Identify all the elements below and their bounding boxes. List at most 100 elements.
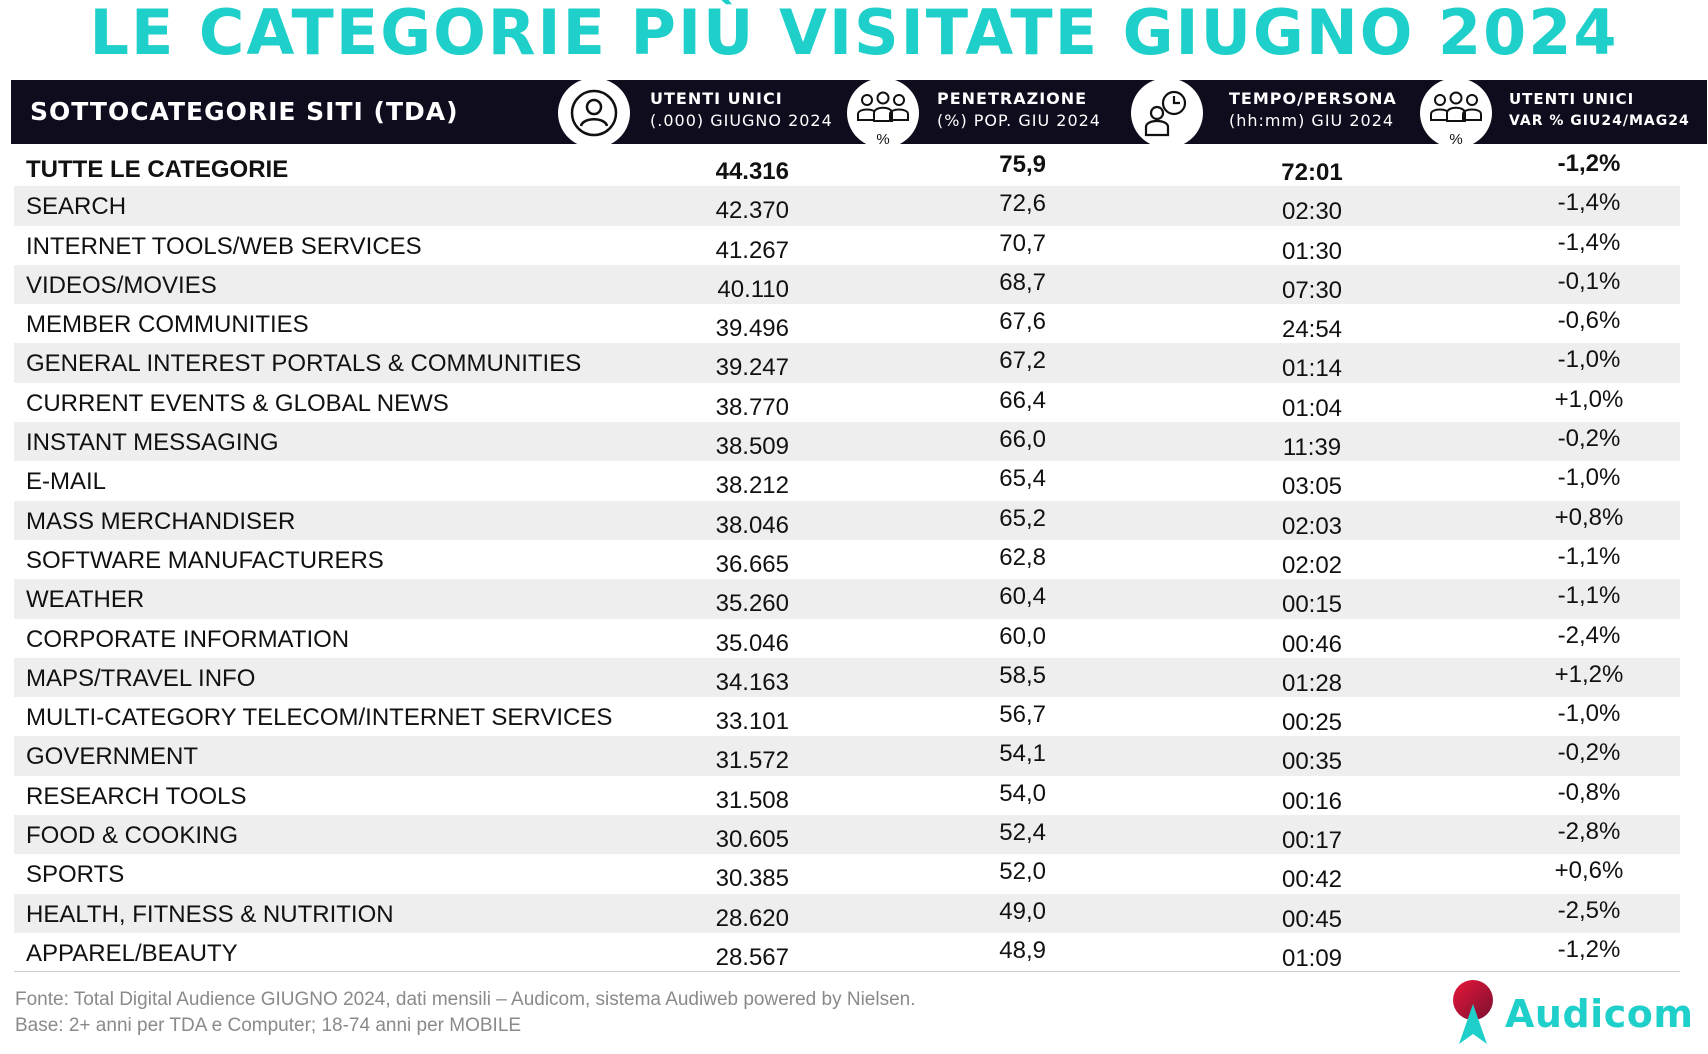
penetration-cell: 54,0 — [999, 779, 1046, 807]
penetration-cell: 58,5 — [999, 661, 1046, 689]
unique-users-cell: 38.770 — [715, 393, 789, 421]
penetration-cell: 68,7 — [999, 268, 1046, 296]
percent-label: % — [1449, 131, 1463, 148]
time-per-person-cell: 01:04 — [1281, 394, 1343, 422]
users-variation-cell: -1,2% — [1557, 935, 1621, 963]
table-row: INSTANT MESSAGING 38.509 66,0 11:39 -0,2% — [14, 422, 1680, 462]
table-row: RESEARCH TOOLS 31.508 54,0 00:16 -0,8% — [14, 776, 1680, 815]
user-icon — [558, 78, 630, 148]
unique-users-cell: 28.620 — [715, 904, 789, 932]
penetration-cell: 60,4 — [999, 583, 1046, 611]
time-per-person-cell: 02:03 — [1281, 512, 1343, 540]
category-name-cell: CURRENT EVENTS & GLOBAL NEWS — [26, 389, 449, 417]
time-per-person-cell: 72:01 — [1281, 159, 1343, 186]
table-row: GENERAL INTEREST PORTALS & COMMUNITIES 39… — [14, 343, 1680, 383]
unique-users-cell: 39.496 — [715, 315, 789, 343]
table-row: WEATHER 35.260 60,4 00:15 -1,1% — [14, 579, 1680, 619]
category-name-cell: INSTANT MESSAGING — [26, 429, 279, 457]
unique-users-cell: 36.665 — [715, 550, 789, 578]
time-per-person-cell: 11:39 — [1282, 434, 1342, 462]
unique-users-cell: 35.046 — [715, 629, 789, 657]
group-percent-icon: % — [1420, 78, 1492, 148]
table-row: CORPORATE INFORMATION 35.046 60,0 00:46 -2,4… — [14, 619, 1680, 658]
users-variation-cell: -0,2% — [1557, 425, 1621, 453]
table-row: SEARCH 42.370 72,6 02:30 -1,4% — [14, 186, 1680, 226]
logo-text: Audicom — [1505, 992, 1694, 1036]
unique-users-cell: 41.267 — [715, 236, 789, 264]
category-name-cell: FOOD & COOKING — [26, 822, 239, 850]
users-variation-cell: -0,2% — [1557, 739, 1621, 767]
table-row: VIDEOS/MOVIES 40.110 68,7 07:30 -0,1% — [14, 264, 1680, 305]
page-title: LE CATEGORIE PIÙ VISITATE GIUGNO 2024 — [89, 0, 1619, 69]
penetration-cell: 49,0 — [999, 897, 1046, 925]
table-row: GOVERNMENT 31.572 54,1 00:35 -0,2% — [14, 736, 1680, 776]
time-per-person-cell: 00:25 — [1281, 709, 1343, 737]
penetration-cell: 66,0 — [999, 426, 1046, 454]
unique-users-cell: 38.509 — [715, 433, 789, 461]
users-variation-cell: +0,6% — [1554, 857, 1624, 885]
penetration-cell: 60,0 — [999, 622, 1046, 650]
table-row: INTERNET TOOLS/WEB SERVICES 41.267 70,7 01:… — [14, 226, 1680, 265]
unique-users-cell: 39.247 — [715, 354, 789, 382]
users-variation-cell: -0,6% — [1557, 307, 1621, 335]
unique-users-cell: 44.316 — [715, 158, 789, 185]
time-per-person-cell: 02:30 — [1281, 198, 1343, 226]
penetration-cell: 72,6 — [999, 190, 1046, 218]
users-variation-cell: -1,2% — [1557, 150, 1621, 177]
penetration-cell: 70,7 — [999, 229, 1046, 257]
penetration-header-line1: PENETRAZIONE — [937, 89, 1088, 108]
category-name-cell: SPORTS — [26, 861, 125, 889]
users-variation-cell: -2,8% — [1557, 818, 1621, 846]
time-per-person-cell: 00:35 — [1281, 748, 1343, 776]
users-variation-cell: -1,1% — [1557, 582, 1621, 610]
table-row: E-MAIL 38.212 65,4 03:05 -1,0% — [14, 461, 1680, 500]
penetration-cell: 56,7 — [999, 701, 1046, 729]
penetration-cell: 66,4 — [999, 386, 1046, 414]
percent-label: % — [876, 131, 890, 148]
unique-users-cell: 31.508 — [715, 786, 789, 814]
unique-users-cell: 28.567 — [715, 943, 789, 971]
users-variation-cell: -1,4% — [1557, 228, 1621, 256]
users-variation-cell: -0,8% — [1557, 778, 1621, 806]
users-variation-cell: -1,0% — [1557, 700, 1621, 728]
source-note: Fonte: Total Digital Audience GIUGNO 202… — [15, 987, 916, 1039]
category-name-cell: APPAREL/BEAUTY — [26, 939, 238, 967]
category-name-cell: MEMBER COMMUNITIES — [26, 311, 309, 339]
unique-users-cell: 30.605 — [715, 826, 789, 854]
category-name-cell: SOFTWARE MANUFACTURERS — [26, 546, 384, 574]
penetration-cell: 62,8 — [999, 543, 1046, 571]
penetration-cell: 75,9 — [999, 151, 1046, 178]
users-variation-cell: -1,0% — [1557, 346, 1621, 374]
table-row: CURRENT EVENTS & GLOBAL NEWS 38.770 66,4 01… — [14, 383, 1680, 422]
category-name-cell: CORPORATE INFORMATION — [26, 625, 350, 653]
category-name-cell: INTERNET TOOLS/WEB SERVICES — [26, 232, 422, 260]
unique-users-cell: 30.385 — [715, 865, 789, 893]
total-row: TUTTE LE CATEGORIE 44.316 75,9 72:01 -1,2% — [14, 147, 1680, 186]
users-variation-cell: -2,4% — [1557, 621, 1621, 649]
table-row: MEMBER COMMUNITIES 39.496 67,6 24:54 -0,6% — [14, 304, 1680, 343]
unique-users-cell: 38.046 — [715, 511, 789, 539]
time-per-person-cell: 00:45 — [1281, 905, 1343, 933]
users-variation-cell: +0,8% — [1554, 503, 1624, 531]
penetration-cell: 65,2 — [999, 504, 1046, 532]
users-variation-cell: -1,0% — [1557, 464, 1621, 492]
category-name-cell: MAPS/TRAVEL INFO — [26, 664, 256, 692]
category-name-cell: GENERAL INTEREST PORTALS & COMMUNITIES — [26, 350, 582, 378]
unique-users-cell: 40.110 — [717, 275, 789, 303]
category-name-cell: GOVERNMENT — [26, 743, 199, 771]
penetration-cell: 52,4 — [999, 819, 1046, 847]
time-per-person-cell: 00:15 — [1281, 591, 1343, 619]
penetration-cell: 52,0 — [999, 858, 1046, 886]
unique-users-cell: 35.260 — [715, 590, 789, 618]
group-percent-icon: % — [847, 78, 919, 148]
table-row: MAPS/TRAVEL INFO 34.163 58,5 01:28 +1,2% — [14, 657, 1680, 698]
penetration-cell: 67,6 — [999, 308, 1046, 336]
table-header: SOTTOCATEGORIE SITI (TDA) UTENTI UNICI (… — [11, 78, 1707, 148]
time-header-line2: (hh:mm) GIU 2024 — [1229, 111, 1395, 130]
users-variation-cell: -1,4% — [1557, 189, 1621, 217]
unique-users-cell: 42.370 — [715, 197, 789, 225]
penetration-cell: 54,1 — [999, 740, 1046, 768]
users-header-line2: (.000) GIUGNO 2024 — [650, 111, 833, 130]
penetration-cell: 65,4 — [999, 465, 1046, 493]
time-per-person-cell: 00:16 — [1281, 787, 1343, 815]
